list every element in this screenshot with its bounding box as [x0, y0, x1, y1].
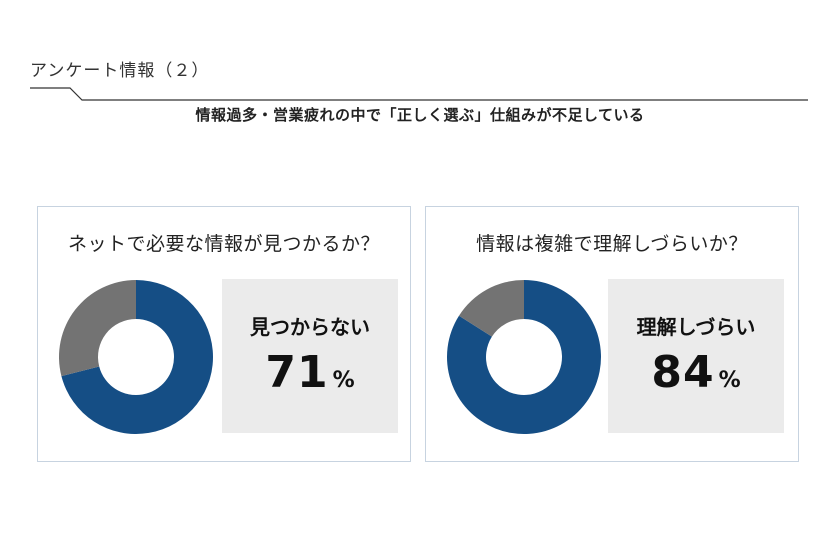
survey-panel-complexity: 情報は複雑で理解しづらいか？ 理解しづらい 84%: [425, 206, 799, 462]
result-number: 84: [651, 347, 715, 398]
survey-panel-find-info: ネットで必要な情報が見つかるか？ 見つからない 71%: [37, 206, 411, 462]
result-value: 84%: [608, 347, 784, 398]
donut-slice-primary: [447, 280, 601, 434]
result-label: 理解しづらい: [636, 315, 756, 339]
result-unit: %: [718, 368, 741, 393]
result-box: 見つからない 71%: [222, 279, 398, 433]
header-divider: [30, 87, 808, 101]
section-label: アンケート情報（２）: [30, 61, 210, 81]
result-label: 見つからない: [250, 315, 370, 339]
result-box: 理解しづらい 84%: [608, 279, 784, 433]
panel-question: 情報は複雑で理解しづらいか？: [476, 233, 748, 255]
result-unit: %: [332, 368, 355, 393]
donut-slice-primary: [61, 280, 214, 434]
page-subtitle: 情報過多・営業疲れの中で「正しく選ぶ」仕組みが不足している: [195, 106, 645, 124]
panel-question: ネットで必要な情報が見つかるか？: [67, 233, 380, 255]
donut-chart: [58, 280, 214, 434]
donut-slice-remainder: [58, 280, 136, 377]
donut-chart: [447, 280, 601, 434]
result-number: 71: [265, 347, 329, 398]
donut-slice-remainder: [458, 280, 524, 337]
result-value: 71%: [222, 347, 398, 398]
